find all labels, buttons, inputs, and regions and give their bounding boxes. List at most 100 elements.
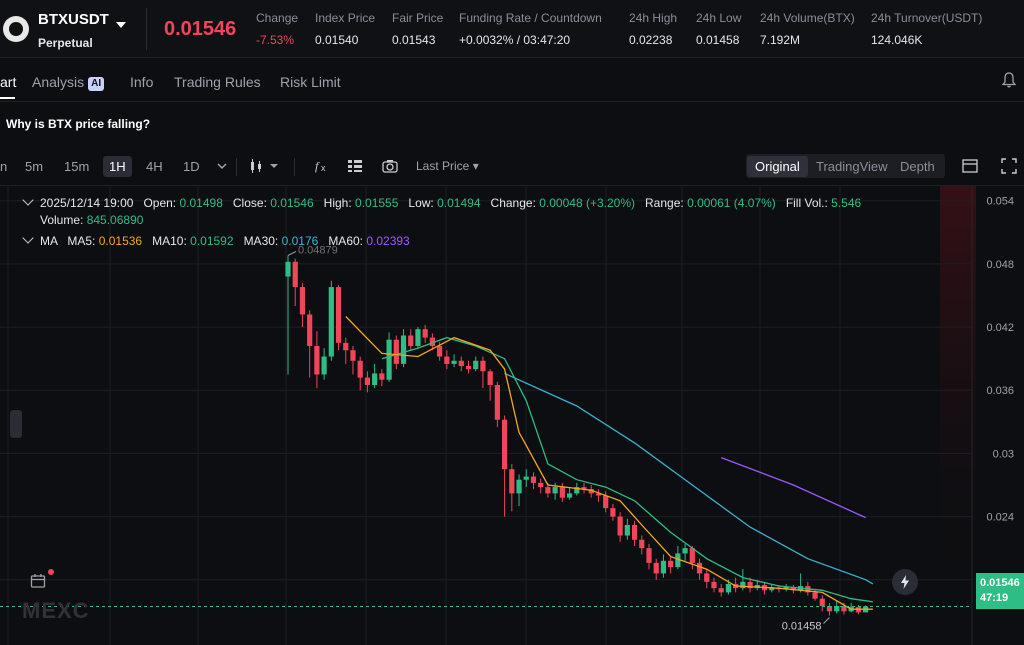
- ma30-line: [504, 372, 874, 585]
- candle-body: [834, 606, 840, 612]
- candle-body: [588, 489, 594, 494]
- candle-body: [473, 360, 479, 370]
- candle-body: [725, 583, 732, 593]
- candle-body: [538, 482, 544, 488]
- legend-range-label: Range:: [645, 196, 684, 210]
- legend-change: 0.00048 (+3.20%): [539, 196, 635, 210]
- legend-high-label: High:: [323, 196, 352, 210]
- candle-body: [429, 337, 435, 347]
- view-original[interactable]: Original: [747, 156, 808, 177]
- legend-open-label: Open:: [143, 196, 177, 210]
- legend-volume: 845.06890: [86, 213, 144, 227]
- candle-body: [718, 588, 724, 593]
- legend-fill: 5.546: [831, 196, 862, 210]
- stat-label: 24h Turnover(USDT): [871, 11, 983, 25]
- candle-body: [523, 476, 529, 480]
- ai-question-banner[interactable]: Why is BTX price falling?: [6, 117, 151, 131]
- price-axis-gradient: [940, 186, 976, 606]
- camera-icon[interactable]: [382, 158, 398, 174]
- symbol-dropdown-icon[interactable]: [116, 22, 126, 28]
- candle-body: [682, 548, 688, 554]
- candle-body: [386, 339, 392, 380]
- panel-layout-icon[interactable]: [962, 158, 978, 174]
- stat-24h-high: 24h High 0.02238: [629, 11, 677, 47]
- toolbar-divider: [294, 158, 295, 176]
- candle-body: [357, 360, 363, 378]
- tab-analysis[interactable]: Analysis AI: [32, 74, 105, 91]
- stat-value: 0.01540: [315, 33, 359, 47]
- stat-label: 24h High: [629, 11, 678, 25]
- stat-value: 0.02238: [629, 33, 673, 47]
- y-tick-label: 0.048: [986, 259, 1014, 271]
- tf-1m[interactable]: n: [0, 159, 8, 174]
- quick-trade-button[interactable]: [892, 569, 918, 595]
- stat-24h-low: 24h Low 0.01458: [696, 11, 741, 47]
- candle-body: [335, 287, 342, 343]
- current-price-tag: 0.01546 47:19: [976, 573, 1024, 609]
- candle-body: [668, 560, 674, 568]
- candle-body: [711, 581, 717, 589]
- y-tick-label: 0.03: [993, 448, 1014, 460]
- ma60-label: MA60:: [328, 234, 363, 248]
- candle-body: [545, 487, 551, 494]
- legend-date: 2025/12/14 19:00: [40, 196, 134, 210]
- legend-volume-label: Volume:: [40, 213, 84, 227]
- price-type-dropdown[interactable]: Last Price ▾: [416, 159, 479, 173]
- ma5-line: [345, 316, 873, 610]
- stat-label: 24h Low: [696, 11, 742, 25]
- legend-range: 0.00061 (4.07%): [687, 196, 776, 210]
- tf-5m[interactable]: 5m: [25, 159, 44, 174]
- low-marker-label: 0.01458: [782, 621, 822, 633]
- tab-chart[interactable]: art: [0, 74, 17, 90]
- tf-1h[interactable]: 1H: [103, 156, 132, 177]
- tab-risk-limit[interactable]: Risk Limit: [280, 74, 341, 90]
- collapse-legend-icon[interactable]: [22, 194, 34, 206]
- legend-low: 0.01494: [437, 196, 481, 210]
- candle-body: [480, 360, 486, 372]
- tf-4h[interactable]: 4H: [146, 159, 163, 174]
- ma5-value: 0.01536: [98, 234, 143, 248]
- candle-body: [574, 487, 580, 494]
- collapse-sidebar-handle[interactable]: [10, 410, 22, 438]
- candle-body: [812, 592, 818, 599]
- stat-funding-rate[interactable]: Funding Rate / Countdown +0.0032% / 03:47…: [459, 11, 602, 47]
- candle-body: [415, 329, 421, 347]
- view-depth[interactable]: Depth: [900, 159, 935, 174]
- tf-1d[interactable]: 1D: [183, 159, 200, 174]
- svg-text:f: f: [315, 159, 320, 173]
- tab-trading-rules[interactable]: Trading Rules: [174, 74, 261, 90]
- candle-body: [660, 560, 667, 574]
- panel-tabs: art Analysis AI Info Trading Rules Risk L…: [0, 58, 1024, 102]
- y-tick-label: 0.042: [986, 322, 1014, 334]
- candle-body: [321, 356, 327, 375]
- tab-info[interactable]: Info: [130, 74, 154, 90]
- more-timeframes-icon[interactable]: [214, 158, 230, 174]
- bell-icon[interactable]: [1002, 72, 1016, 88]
- header-divider: [146, 8, 147, 50]
- price-type-label: Last Price: [416, 159, 470, 173]
- fullscreen-icon[interactable]: [1001, 158, 1017, 174]
- ma-legend: MA MA5: 0.01536 MA10: 0.01592 MA30: 0.01…: [22, 232, 410, 248]
- legend-high: 0.01555: [355, 196, 399, 210]
- stat-value: +0.0032% / 03:47:20: [459, 33, 571, 47]
- candle-body: [458, 360, 464, 367]
- ma60-line: [720, 456, 866, 519]
- candle-body: [465, 366, 472, 370]
- candlestick-chart[interactable]: 0.0540.0480.0420.0360.030.0240.0180.0145…: [0, 186, 1024, 645]
- symbol-name[interactable]: BTXUSDT: [38, 11, 109, 28]
- calendar-icon[interactable]: [30, 573, 46, 589]
- candle-body: [646, 548, 652, 563]
- view-tradingview[interactable]: TradingView: [816, 159, 888, 174]
- candle-type-icon[interactable]: [248, 158, 264, 174]
- ma60-value: 0.02393: [366, 234, 410, 248]
- tf-15m[interactable]: 15m: [64, 159, 90, 174]
- candle-type-dropdown-icon[interactable]: [266, 158, 282, 174]
- legend-change-label: Change:: [490, 196, 536, 210]
- stat-index-price: Index Price 0.01540: [315, 11, 375, 47]
- candle-body: [314, 346, 320, 375]
- layout-grid-icon[interactable]: [347, 158, 363, 174]
- collapse-ma-icon[interactable]: [22, 232, 34, 244]
- ma5-label: MA5:: [67, 234, 96, 248]
